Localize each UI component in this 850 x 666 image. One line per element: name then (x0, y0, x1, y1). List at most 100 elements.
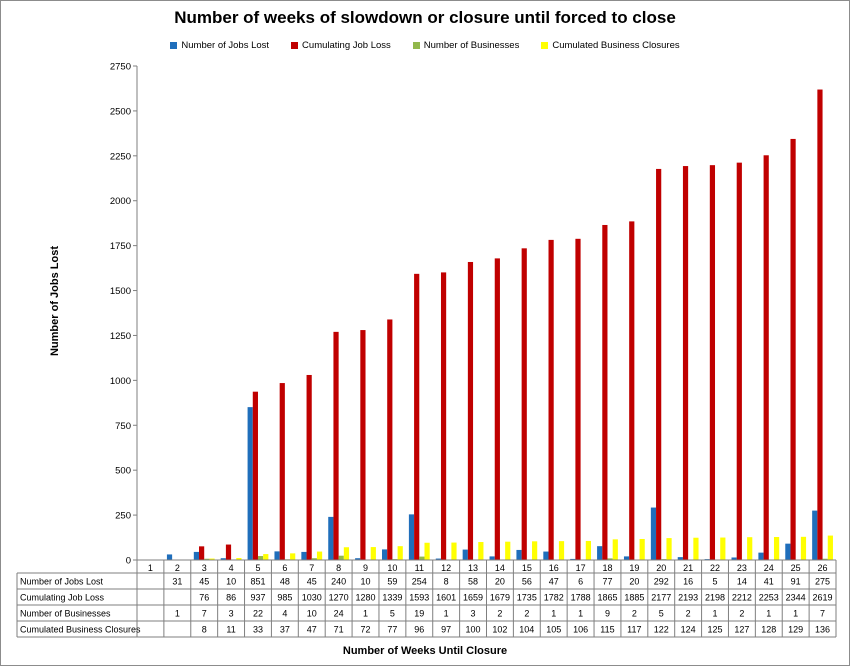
x-tick-label: 21 (683, 563, 693, 573)
bar (682, 166, 689, 561)
table-cell-value: 1788 (571, 593, 591, 603)
bar (612, 539, 618, 560)
table-cell-value: 77 (387, 625, 397, 635)
bar (193, 551, 200, 560)
table-cell-value: 2253 (759, 593, 779, 603)
table-cell-value: 275 (815, 577, 830, 587)
table-cell-value: 6 (578, 577, 583, 587)
x-tick-label: 20 (656, 563, 666, 573)
bar (758, 552, 764, 560)
table-cell-value: 5 (390, 609, 395, 619)
bar (677, 557, 683, 560)
table-cell-value: 127 (734, 625, 749, 635)
table-cell-value: 1593 (409, 593, 429, 603)
table-cell-value: 31 (172, 577, 182, 587)
bar (585, 540, 591, 560)
table-cell-value: 5 (659, 609, 664, 619)
x-tick-label: 3 (202, 563, 207, 573)
table-cell-value: 58 (468, 577, 478, 587)
bar (338, 555, 344, 560)
bar (505, 541, 511, 560)
table-cell-value: 2 (632, 609, 637, 619)
bar (343, 547, 350, 560)
bar (370, 547, 376, 560)
bar (731, 557, 737, 560)
bar (382, 549, 388, 560)
table-cell-value: 20 (495, 577, 505, 587)
table-cell-value: 45 (307, 577, 317, 587)
table-cell-value: 86 (226, 593, 236, 603)
x-tick-label: 7 (309, 563, 314, 573)
table-cell-value: 14 (737, 577, 747, 587)
bar (720, 537, 726, 560)
x-tick-label: 25 (791, 563, 801, 573)
bar (199, 546, 205, 560)
x-tick-label: 10 (387, 563, 397, 573)
table-cell-value: 76 (199, 593, 209, 603)
table-cell-value: 45 (199, 577, 209, 587)
y-tick-label: 2000 (110, 196, 131, 207)
table-cell-value: 10 (361, 577, 371, 587)
bar (623, 556, 630, 560)
bar (360, 330, 366, 560)
bar (639, 538, 645, 560)
bar (333, 331, 339, 560)
legend-item: Number of Businesses (412, 40, 519, 51)
table-cell-value: 3 (229, 609, 234, 619)
y-tick-label: 750 (115, 421, 131, 432)
table-cell-value: 96 (414, 625, 424, 635)
bar (521, 248, 527, 560)
table-cell-value: 985 (277, 593, 292, 603)
bar (817, 89, 823, 561)
bar (236, 558, 242, 560)
table-cell-value: 240 (331, 577, 346, 587)
table-cell-value: 41 (764, 577, 774, 587)
legend-swatch (412, 42, 420, 49)
bar (570, 558, 576, 560)
y-tick-label: 250 (115, 511, 131, 522)
table-cell-value: 91 (791, 577, 801, 587)
x-tick-label: 12 (441, 563, 451, 573)
bar (225, 544, 232, 560)
bar (387, 319, 393, 560)
legend-label: Cumulating Job Loss (302, 40, 391, 51)
table-cell-value: 2177 (651, 593, 671, 603)
bar (763, 155, 769, 560)
x-tick-label: 13 (468, 563, 478, 573)
table-cell-value: 105 (546, 625, 561, 635)
x-tick-label: 8 (336, 563, 341, 573)
table-cell-value: 100 (466, 625, 481, 635)
x-tick-label: 26 (818, 563, 828, 573)
legend: Number of Jobs Lost Cumulating Job Loss Nu… (0, 40, 850, 51)
bar (274, 551, 280, 560)
table-cell-value: 2344 (786, 593, 806, 603)
x-tick-label: 4 (229, 563, 234, 573)
table-cell-value: 1 (713, 609, 718, 619)
table-cell-value: 10 (307, 609, 317, 619)
y-tick-label: 1250 (110, 331, 131, 342)
table-cell-value: 56 (522, 577, 532, 587)
bar (516, 549, 522, 560)
bar (548, 239, 554, 560)
table-cell-value: 9 (605, 609, 610, 619)
bar (419, 556, 425, 560)
legend-item: Cumulated Business Closures (541, 40, 680, 51)
table-cell-value: 1 (793, 609, 798, 619)
table-cell-value: 1865 (597, 593, 617, 603)
x-tick-label: 11 (415, 563, 424, 573)
table-cell-value: 2 (739, 609, 744, 619)
table-cell-value: 1679 (490, 593, 510, 603)
x-tick-label: 18 (602, 563, 612, 573)
table-cell-value: 33 (253, 625, 263, 635)
table-cell-value: 4 (282, 609, 287, 619)
bar (467, 261, 474, 560)
table-row-label: Number of Jobs Lost (20, 577, 104, 587)
table-cell-value: 2193 (678, 593, 698, 603)
bar (257, 556, 264, 560)
table-cell-value: 72 (361, 625, 371, 635)
y-tick-label: 1500 (110, 286, 131, 297)
table-cell-value: 2212 (732, 593, 752, 603)
table-cell-value: 1885 (624, 593, 644, 603)
table-cell-value: 48 (280, 577, 290, 587)
x-tick-label: 9 (363, 563, 368, 573)
